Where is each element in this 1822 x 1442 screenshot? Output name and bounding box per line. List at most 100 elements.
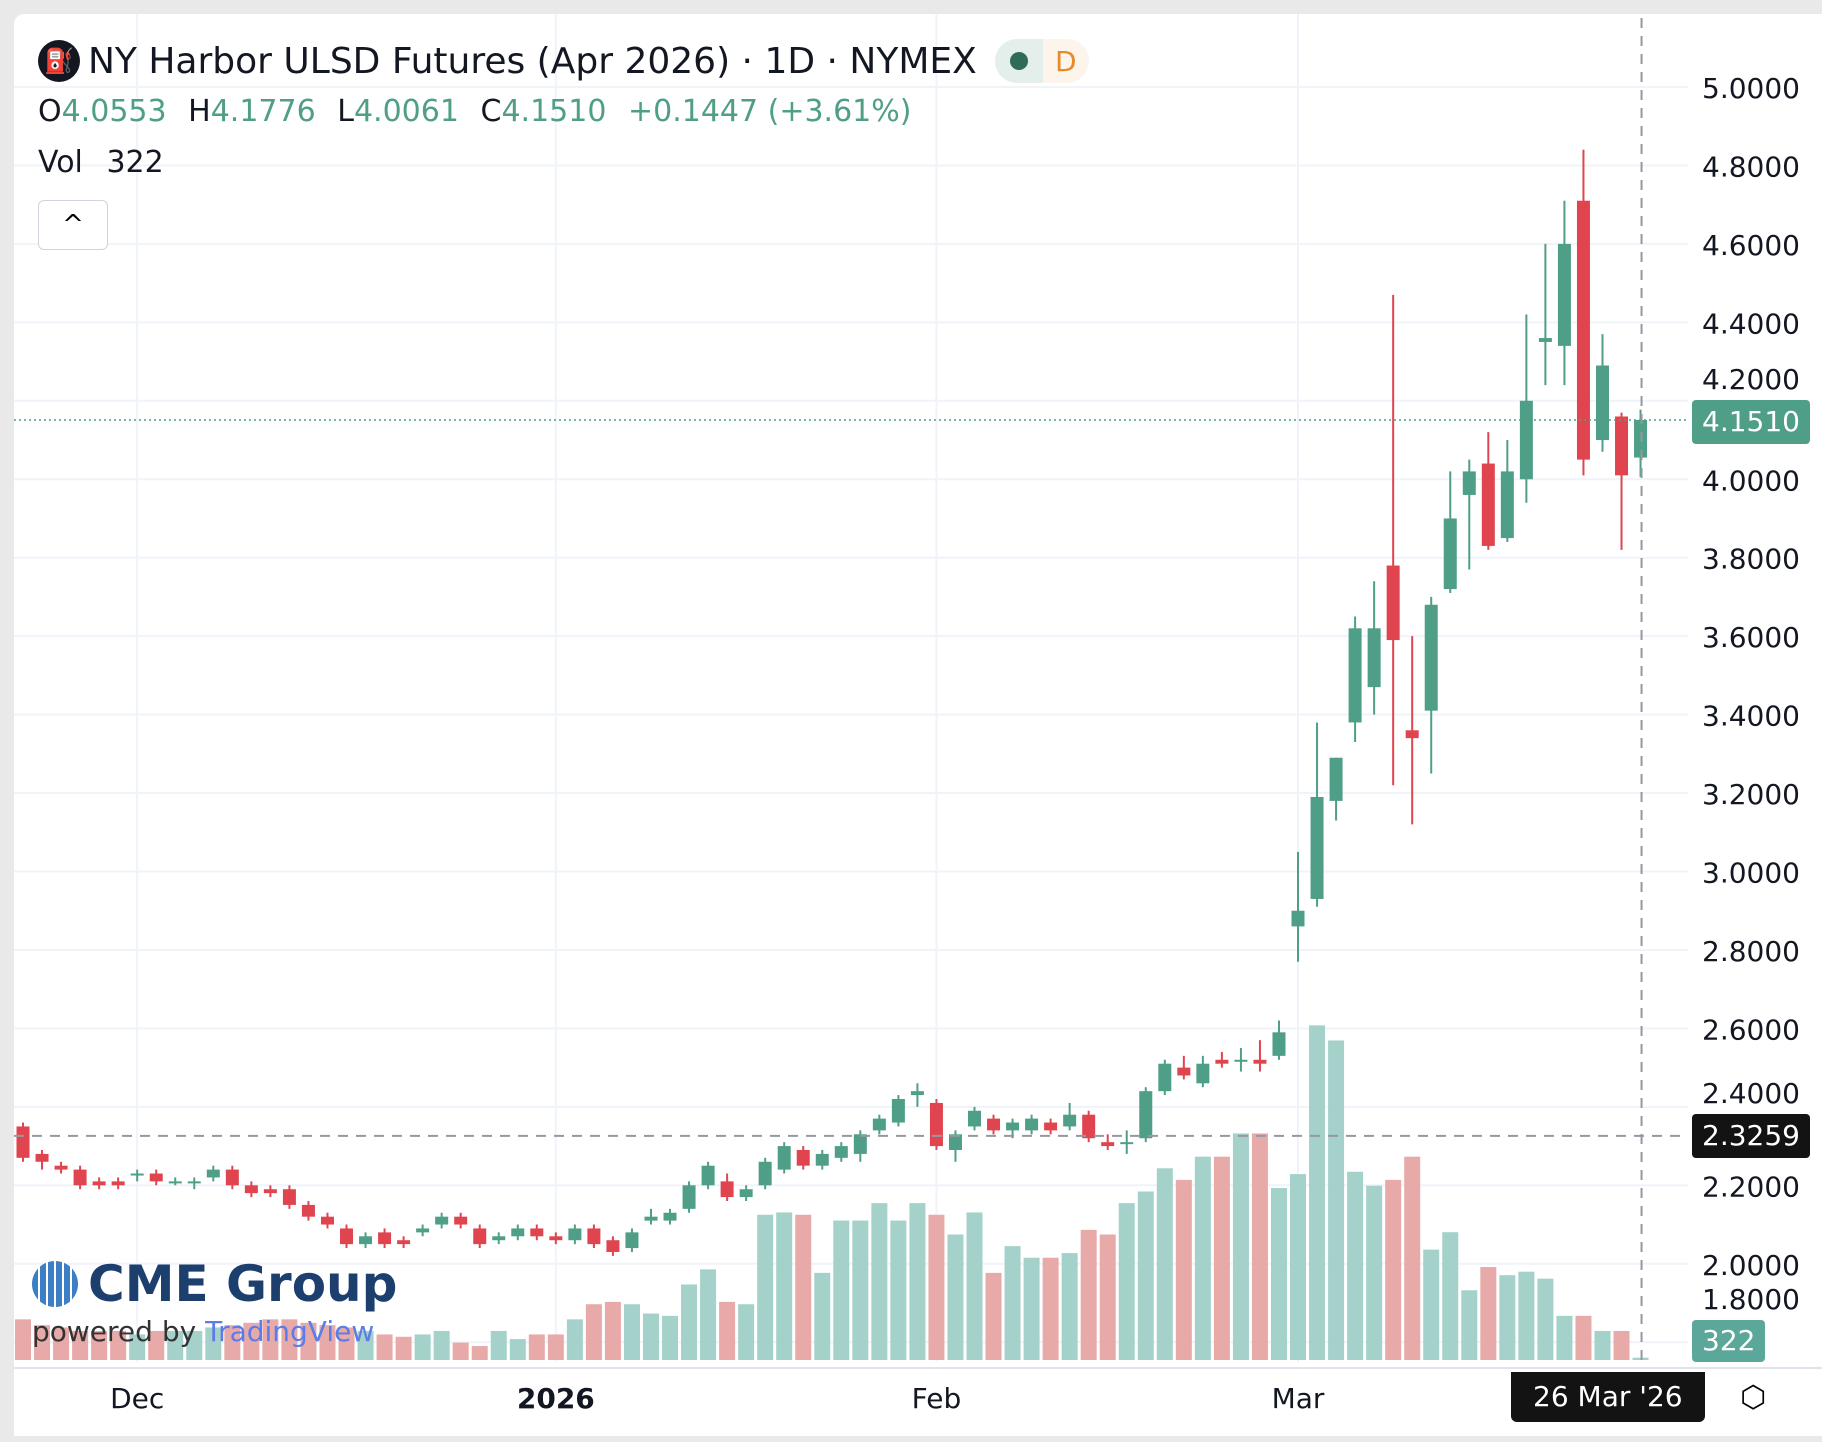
y-tick-label: 4.2000 xyxy=(1702,363,1800,396)
chart-settings-icon[interactable]: ⬡ xyxy=(1740,1380,1767,1415)
volume-bar xyxy=(1061,1253,1078,1360)
volume-bar xyxy=(947,1234,964,1360)
volume-bar xyxy=(1537,1278,1554,1360)
candle-body xyxy=(1405,730,1419,739)
volume-bar xyxy=(738,1304,755,1360)
volume-bar xyxy=(604,1301,621,1360)
candle-body xyxy=(359,1236,373,1245)
volume-bar xyxy=(15,1319,31,1360)
candle-body xyxy=(187,1181,201,1184)
volume-bar xyxy=(1270,1188,1287,1360)
volume-bar xyxy=(1118,1203,1135,1360)
y-tick-label: 5.0000 xyxy=(1702,72,1800,105)
candle-body xyxy=(1481,463,1495,546)
volume-bar xyxy=(471,1346,488,1360)
volume-bar xyxy=(1423,1249,1440,1360)
volume-bar xyxy=(91,1330,108,1360)
candle-body xyxy=(872,1118,886,1131)
market-open-dot-icon xyxy=(994,39,1043,83)
candle-body xyxy=(968,1110,981,1127)
candle-body xyxy=(1063,1114,1077,1127)
collapse-legend-button[interactable]: ^ xyxy=(38,200,108,250)
candle-body xyxy=(244,1185,258,1194)
last-price-tag: 4.1510 xyxy=(1692,400,1810,444)
volume-bar xyxy=(1499,1275,1516,1360)
volume-legend: Vol 322 xyxy=(38,145,1089,180)
volume-bar xyxy=(452,1342,469,1360)
candle-body xyxy=(682,1185,696,1209)
y-tick-label: 3.2000 xyxy=(1702,778,1800,811)
candle-body xyxy=(1576,200,1590,460)
candle-body xyxy=(948,1134,962,1150)
candle-body xyxy=(1519,400,1533,480)
volume-bar xyxy=(890,1220,907,1360)
candle-body xyxy=(1386,565,1400,641)
volume-bar xyxy=(623,1304,640,1360)
y-tick-label: 2.8000 xyxy=(1702,935,1800,968)
candle-body xyxy=(606,1240,620,1252)
x-tick-label: 2026 xyxy=(517,1382,595,1415)
close-value: 4.1510 xyxy=(501,94,607,129)
volume-bar xyxy=(1366,1185,1383,1360)
candle-body xyxy=(777,1146,791,1170)
candle-body xyxy=(282,1189,296,1205)
candle-body xyxy=(1215,1059,1229,1064)
x-tick-label: Mar xyxy=(1272,1382,1325,1415)
y-tick-label: 3.8000 xyxy=(1702,543,1800,576)
tradingview-brand: TradingView xyxy=(205,1315,375,1348)
candle-body xyxy=(92,1181,106,1186)
volume-bar xyxy=(1251,1133,1268,1360)
volume-bar xyxy=(776,1212,793,1360)
candle-body xyxy=(35,1153,49,1162)
candle-body xyxy=(1272,1032,1286,1056)
delayed-badge: D xyxy=(1042,39,1089,83)
candle-body xyxy=(416,1228,430,1233)
candle-body xyxy=(263,1189,277,1194)
candle-body xyxy=(397,1240,411,1245)
candle-body xyxy=(1025,1118,1039,1131)
volume-bar xyxy=(585,1304,602,1360)
volume-bar xyxy=(757,1214,774,1360)
powered-by-text: powered by xyxy=(32,1315,197,1348)
candle-body xyxy=(1424,604,1438,711)
symbol-title[interactable]: NY Harbor ULSD Futures (Apr 2026) · 1D ·… xyxy=(88,40,977,82)
ohlc-values: O4.0553 H4.1776 L4.0061 C4.1510 +0.1447 … xyxy=(38,94,1089,129)
volume-bar xyxy=(129,1334,146,1360)
candle-body xyxy=(1615,416,1629,476)
candle-body xyxy=(1462,471,1476,495)
volume-bar xyxy=(528,1334,545,1360)
volume-bar xyxy=(110,1330,127,1360)
candle-body xyxy=(1101,1142,1115,1147)
candle-body xyxy=(663,1212,677,1221)
volume-bar xyxy=(928,1214,945,1360)
volume-bar xyxy=(338,1327,355,1360)
volume-bar xyxy=(814,1272,831,1360)
candle-body xyxy=(1158,1063,1172,1092)
volume-bar xyxy=(186,1330,203,1360)
y-tick-label: 3.6000 xyxy=(1702,621,1800,654)
candle-body xyxy=(73,1169,87,1186)
candle-body xyxy=(1500,471,1514,539)
volume-bar xyxy=(662,1315,679,1360)
candle-body xyxy=(111,1181,125,1186)
cme-tradingview-logo[interactable]: CME Group powered by TradingView xyxy=(32,1255,397,1348)
y-tick-label: 4.6000 xyxy=(1702,229,1800,262)
candle-body xyxy=(625,1232,639,1249)
market-status-badge[interactable]: D xyxy=(994,39,1089,83)
chart-frame xyxy=(14,14,1822,1436)
volume-bar xyxy=(719,1301,736,1360)
volume-bar xyxy=(262,1319,279,1360)
volume-bar xyxy=(243,1322,260,1360)
candle-body xyxy=(834,1146,848,1158)
volume-bar xyxy=(985,1272,1002,1360)
volume-bar xyxy=(1175,1179,1192,1360)
volume-bar xyxy=(1442,1232,1459,1360)
volume-bar xyxy=(357,1330,374,1360)
y-tick-label: 3.0000 xyxy=(1702,857,1800,890)
volume-bar xyxy=(1594,1330,1611,1360)
crosshair-date-tag: 26 Mar '26 xyxy=(1511,1372,1705,1422)
chart-legend: ⛽ NY Harbor ULSD Futures (Apr 2026) · 1D… xyxy=(38,36,1089,180)
candle-body xyxy=(815,1153,829,1166)
candle-body xyxy=(587,1228,601,1245)
